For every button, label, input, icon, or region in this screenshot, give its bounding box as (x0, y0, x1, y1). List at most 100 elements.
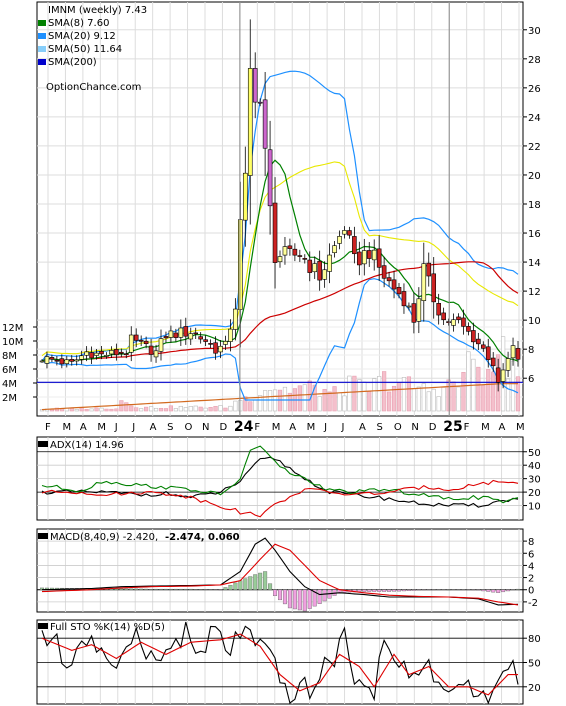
candle-body (44, 356, 50, 364)
candle-body (163, 336, 169, 339)
price-legend: IMNM (weekly) 7.43 SMA(8) 7.60 SMA(20) 9.… (38, 5, 147, 93)
price-tick-label: 22 (528, 142, 541, 153)
macd-histogram-bar (481, 589, 486, 592)
indicator-line (41, 479, 519, 518)
legend-label: SMA(20) 9.12 (48, 31, 116, 42)
volume-tick-label: 10M (2, 337, 23, 348)
macd-histogram-bar (411, 589, 416, 591)
macd-histogram-bar (302, 589, 307, 612)
candle-body (466, 326, 471, 332)
price-tick-label: 20 (528, 171, 541, 182)
volume-bar (267, 390, 273, 412)
indicator-tick-label: 10 (528, 502, 541, 513)
volume-bars (37, 336, 523, 412)
indicator-tick-label: 2 (528, 574, 534, 585)
macd-lines (41, 537, 519, 606)
x-tick-label: 24 (234, 419, 254, 435)
volume-bar (491, 371, 496, 412)
macd-histogram-bar (292, 589, 297, 610)
candle-body (128, 334, 134, 353)
volume-bar (481, 385, 486, 412)
volume-bar (317, 396, 322, 412)
macd-histogram-bar (501, 589, 506, 593)
candle-body (123, 353, 129, 356)
candle-body (178, 327, 184, 338)
candle-body (287, 245, 293, 249)
volume-tick-label: 8M (2, 351, 17, 362)
x-tick-label: 25 (443, 419, 462, 435)
macd-histogram-bar (248, 576, 253, 590)
macd-histogram-bar (406, 589, 411, 591)
x-tick-label: M (62, 422, 71, 433)
macd-histogram-bar (124, 588, 129, 590)
indicator-tick-label: 20 (528, 683, 541, 694)
macd-histogram-bar (278, 589, 283, 601)
volume-bar (148, 406, 154, 412)
macd-histogram-bar (367, 589, 372, 592)
bollinger-lower (41, 278, 519, 401)
x-tick-label: F (254, 422, 260, 433)
price-tick-label: 30 (528, 26, 541, 37)
macd-histogram-bar (268, 583, 273, 590)
volume-tick-label: 4M (2, 379, 17, 390)
volume-bar (416, 386, 421, 412)
legend-label: SMA(8) 7.60 (48, 18, 109, 29)
macd-histogram-bar (178, 588, 183, 590)
candle-body (322, 269, 327, 280)
macd-histogram-bar (401, 589, 406, 592)
indicator-line (41, 543, 519, 606)
indicator-tick-label: 4 (528, 561, 534, 572)
indicator-line (41, 445, 519, 504)
macd-histogram-bar (486, 589, 491, 592)
x-tick-label: M (97, 422, 106, 433)
macd-histogram-bar (144, 588, 149, 590)
stochastic-lines (41, 621, 519, 705)
candle-body (267, 149, 273, 207)
price-tick-label: 12 (528, 287, 541, 298)
candle-body (342, 230, 347, 235)
volume-bar (198, 406, 203, 412)
volume-bar (54, 407, 59, 412)
candle-body (89, 352, 94, 359)
indicator-tick-label: 50 (528, 659, 541, 670)
volume-bar (461, 372, 466, 412)
legend-swatch (38, 20, 46, 26)
x-tick-label: A (150, 422, 157, 433)
macd-histogram-bar (372, 589, 377, 592)
volume-bar (218, 405, 223, 412)
macd-histogram-bar (392, 589, 397, 592)
x-tick-label: O (185, 422, 193, 433)
stochastic-legend: Full STO %K(14) %D(5) (50, 622, 165, 633)
macd-histogram-bar (149, 588, 154, 590)
volume-bar (357, 379, 362, 412)
indicator-tick-label: -2 (528, 598, 538, 609)
macd-histogram-bar (397, 589, 402, 592)
candle-body (505, 358, 511, 371)
macd-histogram-bar (416, 589, 421, 591)
volume-bar (89, 408, 94, 412)
volume-bar (312, 384, 317, 412)
volume-bar (84, 409, 89, 412)
volume-bar (510, 360, 516, 412)
candle-body (297, 255, 303, 257)
macd-histogram-bar (496, 589, 501, 593)
volume-bar (391, 385, 397, 412)
volume-bar (178, 405, 183, 412)
candle-body (39, 360, 45, 363)
macd-histogram-bar (223, 587, 228, 590)
adx-lines (41, 445, 519, 518)
macd-histogram-bar (258, 572, 263, 590)
legend-swatch (38, 46, 46, 52)
macd-histogram-bar (297, 589, 302, 611)
x-tick-label: D (429, 422, 437, 433)
volume-bar (322, 388, 327, 412)
candle-body (203, 339, 208, 342)
x-tick-label: J (114, 422, 118, 433)
candle-body (446, 321, 451, 323)
x-tick-label: M (481, 422, 490, 433)
candle-body (451, 319, 456, 326)
macd-histogram-bar (173, 588, 178, 590)
candle-body (119, 351, 124, 354)
x-tick-label: A (80, 422, 87, 433)
